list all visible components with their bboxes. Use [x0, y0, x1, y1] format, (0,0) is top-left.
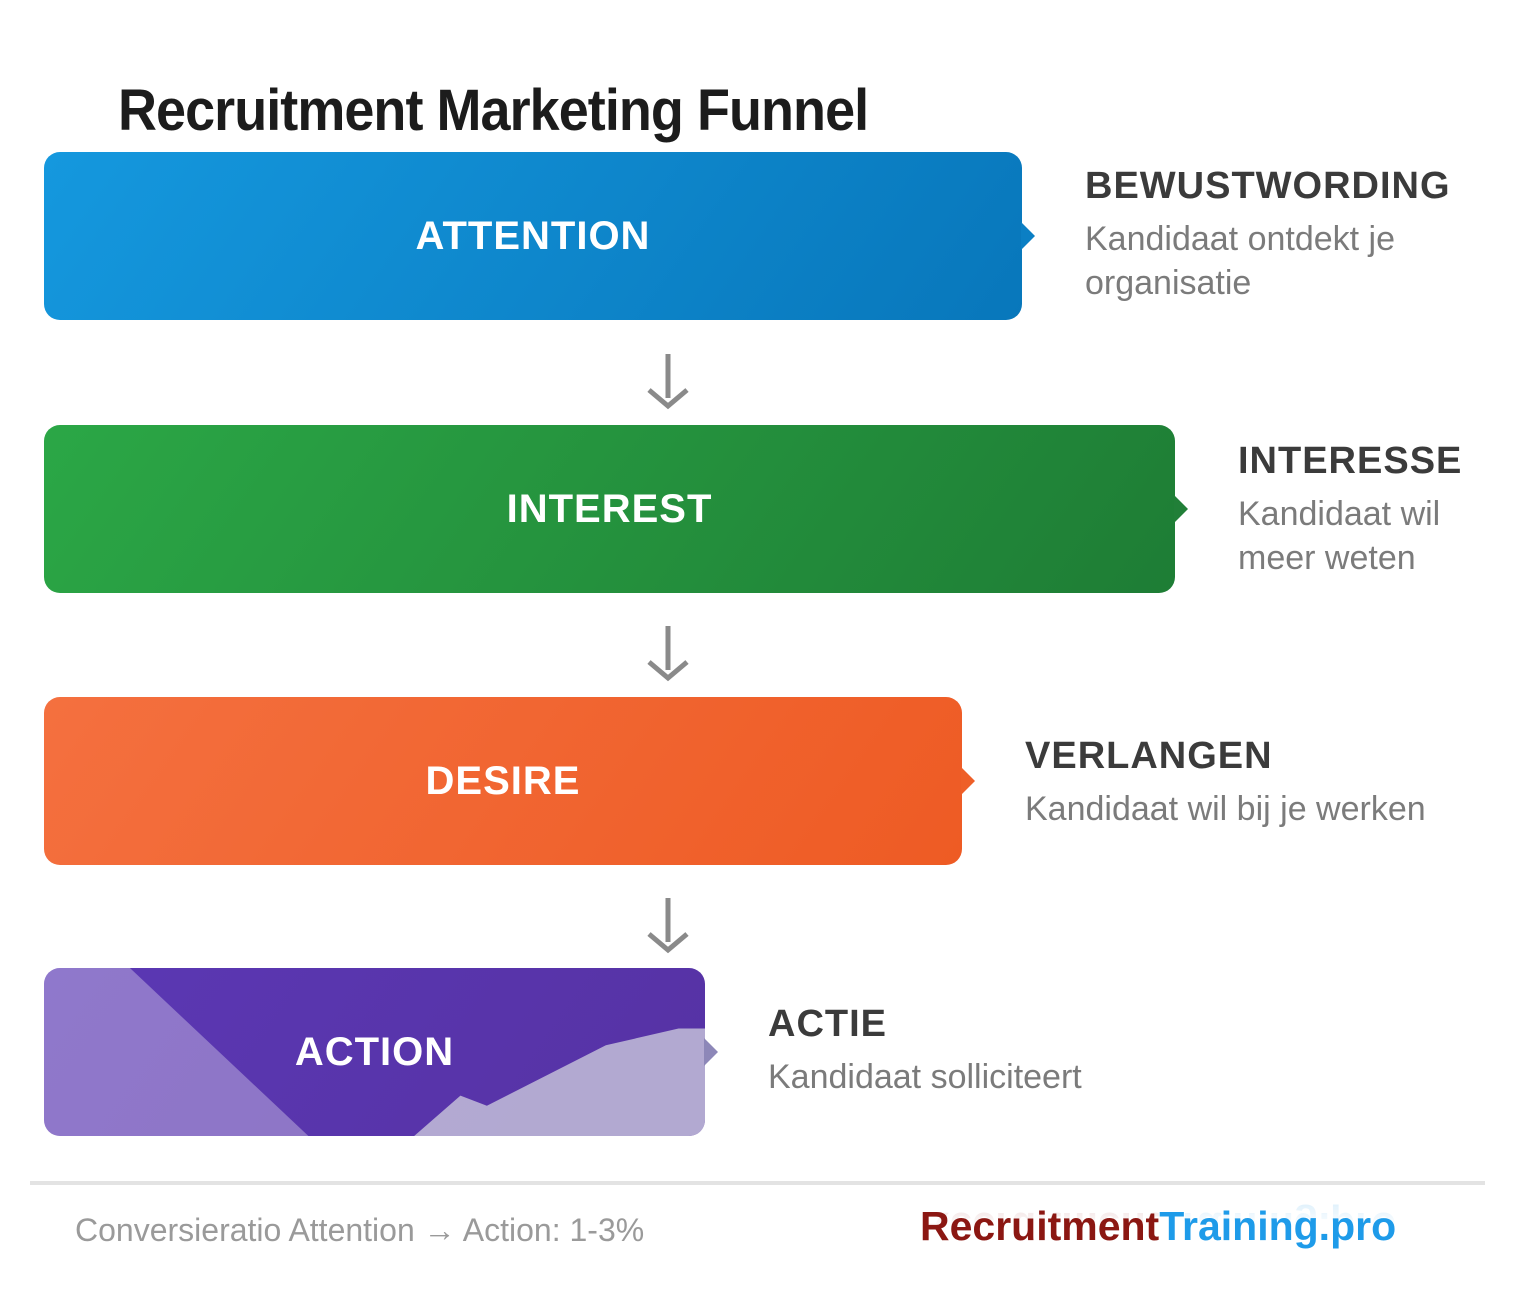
stage-heading: VERLANGEN [1025, 735, 1273, 777]
stage-heading: ACTIE [768, 1003, 887, 1045]
funnel-bar-action-label: ACTION [294, 1029, 455, 1074]
arrow-right-notch [961, 767, 975, 795]
stage-note-actie: ACTIE Kandidaat solliciteert [768, 1003, 1188, 1100]
funnel-bar-action-fill [44, 968, 705, 1136]
stage-heading: INTERESSE [1238, 440, 1463, 482]
arrow-right-notch [1174, 495, 1188, 523]
funnel-bar-attention-label: ATTENTION [415, 213, 651, 258]
funnel-bar-desire-fill [44, 697, 962, 865]
arrow-right-notch [704, 1038, 718, 1066]
stage-description: Kandidaat ontdekt je organisatie [1085, 220, 1396, 302]
funnel-bar-attention-fill [44, 152, 1022, 320]
down-arrow-icon [647, 898, 689, 954]
funnel-bar-interest-label: INTEREST [506, 486, 713, 531]
funnel-bar-desire-label: DESIRE [425, 758, 581, 803]
down-arrow-icon [647, 354, 689, 410]
conversion-ratio-note: Conversieratio Attention → Action: 1-3% [75, 1212, 645, 1248]
stage-description: Kandidaat wil bij je werken [1025, 790, 1426, 828]
stage-note-interesse: INTERESSE Kandidaat wil meer weten [1238, 440, 1478, 580]
footer-divider [30, 1181, 1485, 1185]
down-arrow-icon [647, 626, 689, 682]
funnel-bar-interest: INTEREST [44, 425, 1188, 593]
page-title: Recruitment Marketing Funnel [118, 77, 869, 143]
funnel-bar-attention: ATTENTION [44, 152, 1035, 320]
stage-heading: BEWUSTWORDING [1085, 165, 1451, 207]
stage-note-bewustwording: BEWUSTWORDING Kandidaat ontdekt je organ… [1085, 165, 1451, 305]
brand-logo: RecruitmentTraining.pro [920, 1203, 1397, 1249]
stage-description: Kandidaat wil meer weten [1238, 495, 1441, 577]
stage-description: Kandidaat solliciteert [768, 1058, 1082, 1096]
stage-note-verlangen: VERLANGEN Kandidaat wil bij je werken [1025, 735, 1505, 832]
brand-logo-part2: Training.pro [1159, 1203, 1397, 1249]
funnel-bar-desire: DESIRE [44, 697, 975, 865]
arrow-right-notch [1021, 222, 1035, 250]
funnel-bar-action: ACTION [44, 968, 718, 1136]
brand-logo-part1: Recruitment [920, 1203, 1160, 1249]
funnel-bar-interest-fill [44, 425, 1175, 593]
